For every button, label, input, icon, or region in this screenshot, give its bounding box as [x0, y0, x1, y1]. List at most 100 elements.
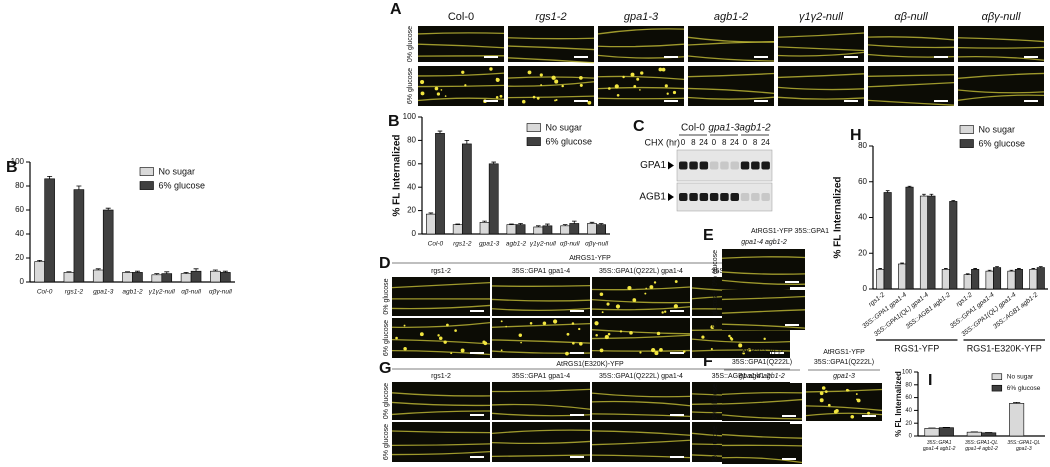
error-bar	[125, 271, 131, 273]
micrograph-streak	[957, 55, 1045, 61]
column-label: gpa1-3	[624, 11, 659, 23]
error-bar	[1031, 268, 1036, 270]
legend-swatch	[526, 123, 541, 132]
micrograph-dot	[644, 292, 647, 295]
micrograph-dot	[437, 334, 440, 337]
micrograph-dot	[595, 333, 598, 337]
micrograph-streak	[417, 84, 505, 88]
x-tick-label: Col-0	[37, 289, 53, 296]
bar	[542, 225, 553, 235]
bar	[132, 272, 143, 283]
micrograph-streak	[391, 322, 491, 329]
error-bar	[922, 193, 926, 197]
micrograph-dot	[632, 298, 637, 302]
error-bar	[464, 140, 470, 144]
micrograph-dot	[542, 321, 547, 325]
micrograph-streak	[687, 87, 775, 94]
micrograph-dot	[654, 351, 659, 356]
micrograph-streak	[721, 295, 806, 301]
micrograph-dot	[579, 83, 583, 87]
micrograph-dot	[701, 335, 705, 339]
x-tick-label: rgs1-2	[955, 291, 974, 308]
micrograph-streak	[867, 99, 955, 106]
bar	[63, 272, 75, 283]
group-label: RGS1-YFP	[894, 343, 939, 353]
error-bar	[973, 268, 978, 270]
micrograph-dot	[521, 99, 526, 104]
micrograph-dot	[710, 347, 713, 351]
error-bar	[76, 185, 82, 190]
micrograph-streak	[687, 41, 775, 46]
timepoint-label: 24	[730, 138, 739, 147]
y-tick-label: 40	[15, 229, 24, 238]
micrograph-dot	[500, 349, 503, 352]
y-axis-label: % FL Internalized	[833, 176, 844, 258]
blot-band	[689, 193, 698, 201]
micrograph-streak	[591, 439, 691, 446]
micrograph-streak	[721, 323, 806, 329]
error-bar	[491, 161, 496, 164]
row-label: 6% glucose	[712, 292, 719, 328]
micrograph-dot	[482, 340, 486, 344]
micrograph-dot	[454, 329, 457, 332]
error-bar	[885, 190, 890, 193]
x-tick-label: γ1γ2-null	[530, 241, 557, 248]
timepoint-label: 0	[743, 138, 748, 147]
error-bar	[183, 272, 189, 274]
micrograph-dot	[594, 321, 599, 326]
y-tick-label: 40	[905, 408, 912, 414]
timepoint-label: 8	[753, 138, 758, 147]
y-tick-label: 60	[858, 177, 867, 186]
error-bar	[1013, 402, 1021, 404]
bar	[883, 192, 892, 290]
micrograph-streak	[391, 304, 491, 310]
legend-label: 6% glucose	[1007, 385, 1041, 392]
micrograph-streak	[777, 51, 865, 57]
y-tick-label: 60	[905, 395, 912, 401]
y-tick-label: 100	[403, 112, 417, 121]
bar	[452, 224, 463, 235]
micrograph-streak	[391, 281, 491, 289]
micrograph-streak	[777, 32, 865, 38]
micrograph-streak	[491, 298, 591, 302]
micrograph-streak	[597, 97, 685, 100]
bar	[924, 428, 940, 437]
micrograph-dot	[440, 89, 443, 91]
micrograph-streak	[957, 37, 1045, 43]
timepoint-label: 8	[722, 138, 727, 147]
error-bar	[164, 271, 170, 274]
bar	[949, 201, 958, 290]
blot-band	[720, 193, 729, 201]
micrograph-streak	[687, 72, 775, 78]
panel-title: AtRGS1-YFP 35S::GPA1(Q222L)	[814, 349, 874, 366]
blot-band	[730, 193, 739, 201]
blot-band	[740, 193, 750, 201]
error-bar	[437, 130, 443, 134]
micrograph-streak	[491, 307, 591, 312]
micrograph-dot	[587, 100, 592, 105]
blot-band	[720, 161, 729, 170]
micrograph-dot	[554, 99, 556, 102]
micrograph-dot	[630, 72, 635, 77]
micrograph-dot	[464, 84, 467, 87]
micrograph-streak	[591, 334, 691, 340]
micrograph-dot	[664, 84, 668, 88]
error-bar	[66, 271, 72, 273]
micrograph-dot	[554, 79, 559, 84]
error-bar	[105, 207, 111, 210]
micrograph-streak	[721, 271, 806, 275]
micrograph-dot	[821, 386, 826, 390]
micrograph-dot	[747, 348, 752, 352]
error-bar	[929, 193, 934, 197]
micrograph-streak	[507, 57, 595, 64]
micrograph-streak	[391, 443, 491, 447]
micrograph-dot	[395, 336, 398, 340]
x-tick-label: rgs1-2	[453, 241, 472, 248]
column-label: αβγ-null	[982, 11, 1021, 23]
error-bar	[222, 270, 228, 273]
micrograph-dot	[856, 398, 858, 401]
micrograph-streak	[591, 306, 691, 311]
micrograph-streak	[777, 46, 865, 52]
micrograph-dot	[579, 76, 583, 80]
